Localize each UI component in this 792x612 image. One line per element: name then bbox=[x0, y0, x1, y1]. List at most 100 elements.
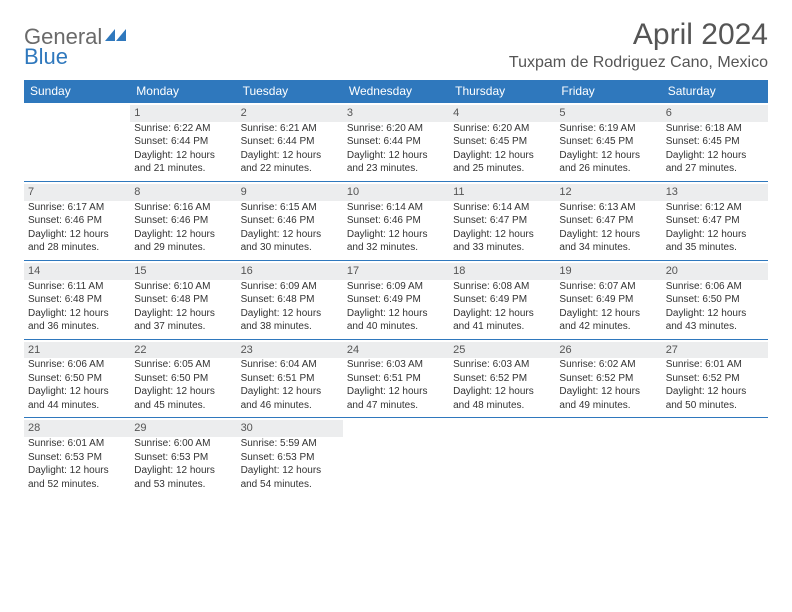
day-detail-cell: Sunrise: 6:14 AMSunset: 6:47 PMDaylight:… bbox=[449, 201, 555, 261]
daylight-line: Daylight: 12 hours and 45 minutes. bbox=[134, 385, 232, 412]
daylight-line: Daylight: 12 hours and 50 minutes. bbox=[666, 385, 764, 412]
day-number-cell: 11 bbox=[449, 181, 555, 200]
day-number: 16 bbox=[237, 263, 343, 280]
day-number-cell: 26 bbox=[555, 339, 661, 358]
daylight-line: Daylight: 12 hours and 33 minutes. bbox=[453, 228, 551, 255]
day-number: 6 bbox=[662, 105, 768, 122]
daylight-line: Daylight: 12 hours and 48 minutes. bbox=[453, 385, 551, 412]
day-detail-cell: Sunrise: 6:18 AMSunset: 6:45 PMDaylight:… bbox=[662, 122, 768, 182]
daylight-line: Daylight: 12 hours and 53 minutes. bbox=[134, 464, 232, 491]
day-number-cell: . bbox=[343, 418, 449, 437]
daylight-line: Daylight: 12 hours and 22 minutes. bbox=[241, 149, 339, 176]
day-number-cell: 2 bbox=[237, 103, 343, 122]
day-number-cell: 27 bbox=[662, 339, 768, 358]
daylight-line: Daylight: 12 hours and 28 minutes. bbox=[28, 228, 126, 255]
sunset-line: Sunset: 6:47 PM bbox=[453, 214, 551, 228]
day-detail-cell: Sunrise: 6:04 AMSunset: 6:51 PMDaylight:… bbox=[237, 358, 343, 418]
sunset-line: Sunset: 6:50 PM bbox=[666, 293, 764, 307]
sunset-line: Sunset: 6:52 PM bbox=[559, 372, 657, 386]
sunrise-line: Sunrise: 6:09 AM bbox=[347, 280, 445, 294]
day-number-cell: 25 bbox=[449, 339, 555, 358]
day-detail-cell: Sunrise: 6:01 AMSunset: 6:53 PMDaylight:… bbox=[24, 437, 130, 496]
day-number-cell: 30 bbox=[237, 418, 343, 437]
sunrise-line: Sunrise: 6:20 AM bbox=[347, 122, 445, 136]
day-number-cell: 14 bbox=[24, 260, 130, 279]
day-detail-cell: Sunrise: 6:13 AMSunset: 6:47 PMDaylight:… bbox=[555, 201, 661, 261]
day-number-cell: 28 bbox=[24, 418, 130, 437]
sunset-line: Sunset: 6:46 PM bbox=[347, 214, 445, 228]
daylight-line: Daylight: 12 hours and 23 minutes. bbox=[347, 149, 445, 176]
sunset-line: Sunset: 6:48 PM bbox=[134, 293, 232, 307]
day-number: 19 bbox=[555, 263, 661, 280]
sunset-line: Sunset: 6:46 PM bbox=[28, 214, 126, 228]
daylight-line: Daylight: 12 hours and 47 minutes. bbox=[347, 385, 445, 412]
sunset-line: Sunset: 6:45 PM bbox=[453, 135, 551, 149]
sunset-line: Sunset: 6:53 PM bbox=[134, 451, 232, 465]
calendar-table: SundayMondayTuesdayWednesdayThursdayFrid… bbox=[24, 80, 768, 496]
sunrise-line: Sunrise: 6:02 AM bbox=[559, 358, 657, 372]
day-number-cell: 10 bbox=[343, 181, 449, 200]
day-detail-cell: Sunrise: 6:06 AMSunset: 6:50 PMDaylight:… bbox=[662, 280, 768, 340]
day-number: 26 bbox=[555, 342, 661, 359]
location-subtitle: Tuxpam de Rodriguez Cano, Mexico bbox=[509, 54, 768, 72]
calendar-head: SundayMondayTuesdayWednesdayThursdayFrid… bbox=[24, 80, 768, 103]
daylight-line: Daylight: 12 hours and 41 minutes. bbox=[453, 307, 551, 334]
sunrise-line: Sunrise: 6:12 AM bbox=[666, 201, 764, 215]
calendar-week-dates: 78910111213 bbox=[24, 181, 768, 200]
daylight-line: Daylight: 12 hours and 43 minutes. bbox=[666, 307, 764, 334]
calendar-week-details: Sunrise: 6:22 AMSunset: 6:44 PMDaylight:… bbox=[24, 122, 768, 182]
daylight-line: Daylight: 12 hours and 25 minutes. bbox=[453, 149, 551, 176]
day-number: 30 bbox=[237, 420, 343, 437]
daylight-line: Daylight: 12 hours and 42 minutes. bbox=[559, 307, 657, 334]
sunrise-line: Sunrise: 6:06 AM bbox=[28, 358, 126, 372]
page-header: General April 2024 Tuxpam de Rodriguez C… bbox=[24, 18, 768, 72]
weekday-header: Wednesday bbox=[343, 80, 449, 103]
day-number: 28 bbox=[24, 420, 130, 437]
day-number: 10 bbox=[343, 184, 449, 201]
sunrise-line: Sunrise: 6:19 AM bbox=[559, 122, 657, 136]
daylight-line: Daylight: 12 hours and 32 minutes. bbox=[347, 228, 445, 255]
sunset-line: Sunset: 6:50 PM bbox=[134, 372, 232, 386]
brand-part2: Blue bbox=[24, 44, 68, 69]
day-detail-cell: Sunrise: 6:15 AMSunset: 6:46 PMDaylight:… bbox=[237, 201, 343, 261]
day-detail-cell: Sunrise: 6:09 AMSunset: 6:48 PMDaylight:… bbox=[237, 280, 343, 340]
sunset-line: Sunset: 6:45 PM bbox=[559, 135, 657, 149]
day-detail-cell: Sunrise: 6:22 AMSunset: 6:44 PMDaylight:… bbox=[130, 122, 236, 182]
day-number: 13 bbox=[662, 184, 768, 201]
day-number: 23 bbox=[237, 342, 343, 359]
sunset-line: Sunset: 6:49 PM bbox=[347, 293, 445, 307]
sunrise-line: Sunrise: 6:07 AM bbox=[559, 280, 657, 294]
day-number: 4 bbox=[449, 105, 555, 122]
day-number: 12 bbox=[555, 184, 661, 201]
daylight-line: Daylight: 12 hours and 35 minutes. bbox=[666, 228, 764, 255]
daylight-line: Daylight: 12 hours and 49 minutes. bbox=[559, 385, 657, 412]
day-number: 14 bbox=[24, 263, 130, 280]
sunrise-line: Sunrise: 6:01 AM bbox=[28, 437, 126, 451]
sunrise-line: Sunrise: 6:15 AM bbox=[241, 201, 339, 215]
calendar-week-details: Sunrise: 6:17 AMSunset: 6:46 PMDaylight:… bbox=[24, 201, 768, 261]
title-block: April 2024 Tuxpam de Rodriguez Cano, Mex… bbox=[509, 18, 768, 72]
day-number-cell: 13 bbox=[662, 181, 768, 200]
sunset-line: Sunset: 6:46 PM bbox=[241, 214, 339, 228]
calendar-week-dates: 282930.... bbox=[24, 418, 768, 437]
day-number-cell: 8 bbox=[130, 181, 236, 200]
calendar-week-dates: 14151617181920 bbox=[24, 260, 768, 279]
day-detail-cell: Sunrise: 6:14 AMSunset: 6:46 PMDaylight:… bbox=[343, 201, 449, 261]
day-number-cell: 17 bbox=[343, 260, 449, 279]
calendar-body: .123456Sunrise: 6:22 AMSunset: 6:44 PMDa… bbox=[24, 103, 768, 497]
day-detail-cell bbox=[555, 437, 661, 496]
sunrise-line: Sunrise: 6:08 AM bbox=[453, 280, 551, 294]
daylight-line: Daylight: 12 hours and 40 minutes. bbox=[347, 307, 445, 334]
sunrise-line: Sunrise: 6:18 AM bbox=[666, 122, 764, 136]
sunrise-line: Sunrise: 6:10 AM bbox=[134, 280, 232, 294]
day-number-cell: 29 bbox=[130, 418, 236, 437]
day-number-cell: 3 bbox=[343, 103, 449, 122]
daylight-line: Daylight: 12 hours and 38 minutes. bbox=[241, 307, 339, 334]
sunrise-line: Sunrise: 6:05 AM bbox=[134, 358, 232, 372]
sunrise-line: Sunrise: 6:03 AM bbox=[453, 358, 551, 372]
day-detail-cell bbox=[449, 437, 555, 496]
day-detail-cell bbox=[662, 437, 768, 496]
day-number-cell: 16 bbox=[237, 260, 343, 279]
sunset-line: Sunset: 6:49 PM bbox=[453, 293, 551, 307]
weekday-header-row: SundayMondayTuesdayWednesdayThursdayFrid… bbox=[24, 80, 768, 103]
